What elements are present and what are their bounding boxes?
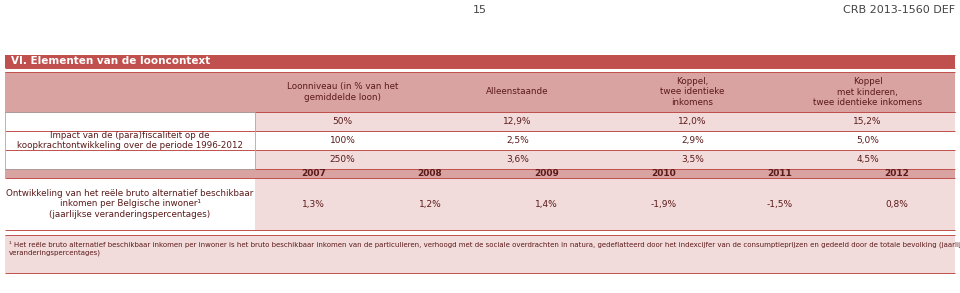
Bar xyxy=(5,112,255,169)
Text: -1,9%: -1,9% xyxy=(650,200,677,209)
Text: 2008: 2008 xyxy=(418,169,443,178)
Text: 100%: 100% xyxy=(329,136,355,145)
Text: veranderingspercentages): veranderingspercentages) xyxy=(9,249,101,255)
Bar xyxy=(5,131,955,150)
Text: 1,2%: 1,2% xyxy=(419,200,442,209)
Text: CRB 2013-1560 DEF: CRB 2013-1560 DEF xyxy=(843,5,955,15)
Text: 2012: 2012 xyxy=(884,169,909,178)
Text: 12,0%: 12,0% xyxy=(679,117,707,126)
Text: 2011: 2011 xyxy=(768,169,792,178)
Text: 5,0%: 5,0% xyxy=(856,136,879,145)
Text: 12,9%: 12,9% xyxy=(503,117,532,126)
Text: Koppel
met kinderen,
twee identieke inkomens: Koppel met kinderen, twee identieke inko… xyxy=(813,77,922,107)
Text: Alleenstaande: Alleenstaande xyxy=(487,88,549,96)
Text: 2009: 2009 xyxy=(534,169,559,178)
Bar xyxy=(5,235,955,273)
Text: Loonniveau (in % van het
gemiddelde loon): Loonniveau (in % van het gemiddelde loon… xyxy=(287,82,398,102)
Bar xyxy=(5,68,955,72)
Text: 50%: 50% xyxy=(332,117,352,126)
Text: ¹ Het reële bruto alternatief beschikbaar inkomen per inwoner is het bruto besch: ¹ Het reële bruto alternatief beschikbaa… xyxy=(9,240,960,248)
Text: 15: 15 xyxy=(473,5,487,15)
Bar xyxy=(5,230,955,235)
Text: 1,3%: 1,3% xyxy=(301,200,324,209)
Text: Impact van de (para)fiscaliteit op de
koopkrachtontwikkeling over de periode 199: Impact van de (para)fiscaliteit op de ko… xyxy=(17,131,243,150)
Bar xyxy=(5,72,955,112)
Text: 250%: 250% xyxy=(329,155,355,164)
Text: 0,8%: 0,8% xyxy=(885,200,908,209)
Text: 4,5%: 4,5% xyxy=(856,155,878,164)
Bar xyxy=(5,178,955,230)
Text: 15,2%: 15,2% xyxy=(853,117,881,126)
Bar xyxy=(5,112,955,131)
Text: 3,5%: 3,5% xyxy=(681,155,704,164)
Text: 2,5%: 2,5% xyxy=(506,136,529,145)
Bar xyxy=(5,112,255,169)
Text: 2,9%: 2,9% xyxy=(682,136,704,145)
Bar xyxy=(5,169,955,178)
Text: 2010: 2010 xyxy=(651,169,676,178)
Text: 2007: 2007 xyxy=(300,169,325,178)
Text: Ontwikkeling van het reële bruto alternatief beschikbaar
inkomen per Belgische i: Ontwikkeling van het reële bruto alterna… xyxy=(7,189,253,219)
Bar xyxy=(5,150,955,169)
Text: -1,5%: -1,5% xyxy=(767,200,793,209)
Text: 1,4%: 1,4% xyxy=(536,200,558,209)
Text: 3,6%: 3,6% xyxy=(506,155,529,164)
Bar xyxy=(5,178,255,230)
Bar xyxy=(5,55,955,68)
Text: Koppel,
twee identieke
inkomens: Koppel, twee identieke inkomens xyxy=(660,77,725,107)
Text: VI. Elementen van de looncontext: VI. Elementen van de looncontext xyxy=(11,57,210,67)
